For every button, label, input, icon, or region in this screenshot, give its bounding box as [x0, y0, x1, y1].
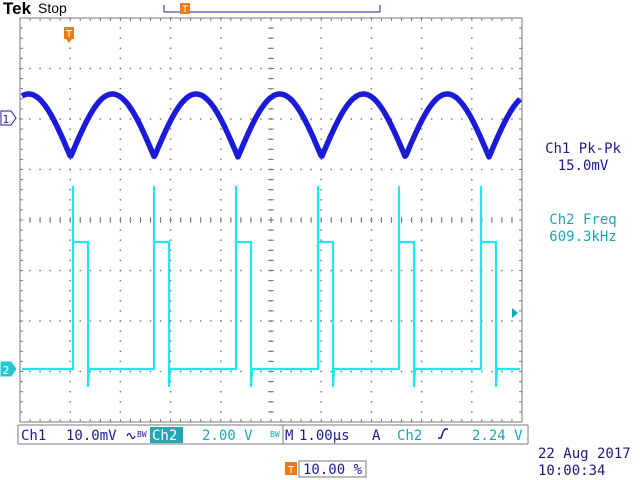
record-view-bar[interactable]: T — [163, 3, 381, 15]
brand-logo: Tek — [3, 0, 32, 18]
trigger-time-marker[interactable]: T — [64, 27, 74, 43]
ch2-ground-marker[interactable]: 2 — [0, 361, 17, 377]
timebase-prefix: M — [285, 428, 293, 444]
trigger-position-readout[interactable]: T 10.00 % — [285, 460, 367, 478]
ch2-scale[interactable]: 2.00 V — [202, 428, 253, 444]
ch2-waveform — [22, 186, 520, 388]
time: 10:00:34 — [538, 463, 605, 479]
trigger-position-value: 10.00 % — [303, 462, 363, 478]
trigger-level[interactable]: 2.24 V — [472, 428, 523, 444]
ch2-ground-marker-label: 2 — [3, 364, 10, 377]
timebase-value[interactable]: 1.00µs — [299, 428, 350, 444]
graticule-grid — [19, 17, 522, 422]
trigger-position-marker — [180, 3, 190, 14]
ch1-ground-marker-label: 1 — [3, 113, 10, 126]
trigger-mode: A — [372, 428, 381, 444]
measurement-label: Ch2 Freq — [549, 212, 616, 228]
trigger-position-readout-icon: T — [287, 465, 295, 476]
measurement-ch1-pkpk: Ch1 Pk-Pk 15.0mV — [545, 141, 621, 174]
ch2-name-box[interactable] — [150, 427, 183, 443]
trigger-source[interactable]: Ch2 — [397, 428, 422, 444]
trigger-time-marker-label: T — [65, 29, 73, 40]
measurement-value: 609.3kHz — [549, 229, 616, 245]
ch1-scale[interactable]: 10.0mV — [66, 428, 117, 444]
ch2-name: Ch2 — [152, 428, 177, 444]
ch1-ground-marker[interactable]: 1 — [0, 110, 17, 126]
ch1-waveform — [20, 91, 522, 160]
bw-limit-icon: BW — [270, 430, 280, 439]
rising-edge-icon — [438, 428, 448, 439]
measurement-ch2-freq: Ch2 Freq 609.3kHz — [549, 212, 616, 245]
trigger-level-marker[interactable] — [512, 308, 518, 318]
ch1-name[interactable]: Ch1 — [21, 428, 46, 444]
measurement-label: Ch1 Pk-Pk — [545, 141, 621, 157]
run-state: Stop — [38, 0, 67, 16]
trigger-position-label: T — [181, 5, 188, 15]
date: 22 Aug 2017 — [538, 446, 631, 462]
ac-coupling-icon — [126, 432, 136, 440]
measurement-value: 15.0mV — [558, 158, 609, 174]
bw-limit-icon: BW — [137, 430, 147, 439]
